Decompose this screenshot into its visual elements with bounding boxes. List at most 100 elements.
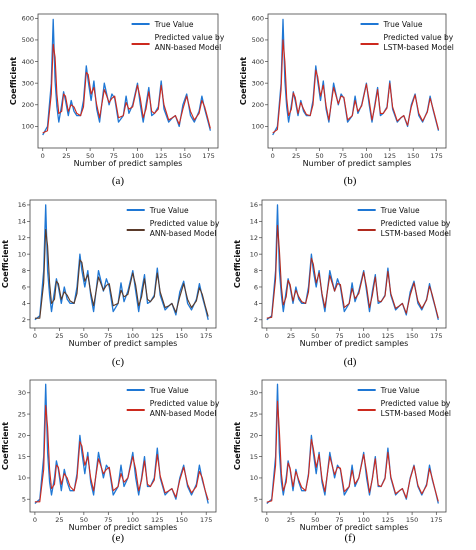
y-tick-label: 10: [250, 250, 258, 258]
x-tick-label: 0: [41, 152, 45, 160]
legend-pred-label-line1: Predicted value by: [155, 33, 225, 42]
x-tick-label: 50: [311, 332, 319, 340]
x-tick-label: 125: [384, 152, 396, 160]
y-tick-label: 30: [250, 389, 258, 397]
legend-true-label: True Value: [149, 206, 189, 215]
y-tick-label: 15: [18, 453, 26, 461]
panel-label-f: (f): [345, 532, 356, 544]
x-tick-label: 150: [406, 332, 418, 340]
x-tick-label: 100: [127, 516, 139, 524]
x-tick-label: 175: [430, 516, 442, 524]
x-tick-label: 75: [339, 152, 347, 160]
series-predicted-line: [266, 224, 439, 319]
x-tick-label: 100: [127, 332, 139, 340]
x-tick-label: 175: [202, 152, 214, 160]
x-tick-label: 100: [360, 152, 372, 160]
y-tick-label: 500: [252, 36, 264, 44]
plot-frame: [267, 13, 447, 149]
y-tick-label: 14: [250, 218, 258, 226]
x-axis-label: Number of predict samples: [69, 339, 178, 348]
x-axis-label: Number of predict samples: [300, 339, 409, 348]
chart-panel-b: 100 200 300 400 500 600 0 25 50 75 100 125 150 175 Num…: [239, 13, 454, 187]
y-tick-label: 400: [22, 58, 34, 66]
y-tick-label: 4: [254, 300, 258, 308]
x-tick-label: 125: [151, 516, 163, 524]
x-tick-label: 75: [104, 332, 112, 340]
series-predicted-line: [272, 39, 440, 134]
x-tick-label: 50: [80, 332, 88, 340]
y-tick-label: 200: [22, 101, 34, 109]
y-tick-label: 300: [22, 79, 34, 87]
plot-frame: [37, 13, 219, 149]
legend-pred-label-line1: Predicted value by: [384, 33, 454, 42]
x-axis-label: Number of predict samples: [74, 159, 183, 168]
series-predicted-line: [34, 228, 209, 319]
x-tick-label: 125: [382, 516, 394, 524]
legend-pred-label-line2: LSTM-based Model: [381, 229, 451, 238]
x-tick-label: 0: [271, 152, 275, 160]
legend-true-label: True Value: [154, 20, 194, 29]
plot-frame: [261, 199, 447, 329]
legend-true-label: True Value: [149, 386, 189, 395]
x-tick-label: 125: [155, 152, 167, 160]
y-tick-label: 100: [252, 123, 264, 131]
x-tick-label: 25: [55, 516, 63, 524]
y-tick-label: 200: [252, 101, 264, 109]
y-tick-label: 16: [18, 201, 26, 209]
y-tick-label: 20: [250, 432, 258, 440]
chart-panel-a: 100 200 300 400 500 600 0 25 50 75 100 125 150 175 Num…: [9, 13, 225, 187]
x-tick-label: 25: [292, 152, 300, 160]
x-tick-label: 75: [110, 152, 118, 160]
y-tick-label: 2: [22, 316, 26, 324]
x-tick-label: 150: [176, 516, 188, 524]
y-axis-label: Coefficient: [1, 240, 10, 288]
legend-pred-label-line1: Predicted value by: [381, 399, 451, 408]
y-tick-label: 2: [254, 316, 258, 324]
y-tick-label: 4: [22, 300, 26, 308]
x-tick-label: 125: [382, 332, 394, 340]
x-tick-label: 50: [315, 152, 323, 160]
x-tick-label: 50: [311, 516, 319, 524]
x-tick-label: 50: [86, 152, 94, 160]
plot-frame: [29, 379, 217, 513]
y-tick-label: 10: [18, 250, 26, 258]
legend-true-label: True Value: [383, 20, 423, 29]
panel-label-c: (c): [112, 356, 125, 368]
y-tick-label: 6: [22, 283, 26, 291]
y-axis-label: Coefficient: [239, 57, 248, 105]
y-axis-label: Coefficient: [233, 240, 242, 288]
y-tick-label: 400: [252, 58, 264, 66]
y-tick-label: 300: [252, 79, 264, 87]
x-tick-label: 125: [151, 332, 163, 340]
x-tick-label: 150: [407, 152, 419, 160]
panel-label-a: (a): [112, 175, 125, 187]
y-tick-label: 8: [254, 267, 258, 275]
y-axis-label: Coefficient: [1, 422, 10, 470]
x-tick-label: 150: [406, 516, 418, 524]
series-predicted-line: [34, 404, 209, 503]
y-tick-label: 10: [18, 474, 26, 482]
x-tick-label: 25: [62, 152, 70, 160]
x-tick-label: 0: [33, 332, 37, 340]
y-tick-label: 12: [18, 234, 26, 242]
legend-pred-label-line2: LSTM-based Model: [384, 43, 454, 52]
x-tick-label: 100: [357, 332, 369, 340]
y-axis-label: Coefficient: [233, 422, 242, 470]
legend-pred-label-line2: ANN-based Model: [150, 409, 217, 418]
y-tick-label: 8: [22, 267, 26, 275]
y-tick-label: 16: [250, 201, 258, 209]
y-tick-label: 500: [22, 36, 34, 44]
chart-panel-e: 5 10 15 20 25 30 0 25 50 75 100 125 150 175 Number of …: [1, 379, 220, 544]
y-tick-label: 25: [18, 410, 26, 418]
x-tick-label: 75: [104, 516, 112, 524]
x-tick-label: 75: [335, 516, 343, 524]
x-tick-label: 25: [287, 332, 295, 340]
plot-frame: [261, 379, 447, 513]
y-axis-label: Coefficient: [9, 57, 18, 105]
panel-label-d: (d): [344, 356, 357, 368]
x-tick-label: 0: [33, 516, 37, 524]
legend-pred-label-line2: ANN-based Model: [155, 43, 222, 52]
panel-label-e: (e): [112, 532, 125, 544]
x-axis-label: Number of predict samples: [303, 159, 412, 168]
y-tick-label: 30: [18, 389, 26, 397]
